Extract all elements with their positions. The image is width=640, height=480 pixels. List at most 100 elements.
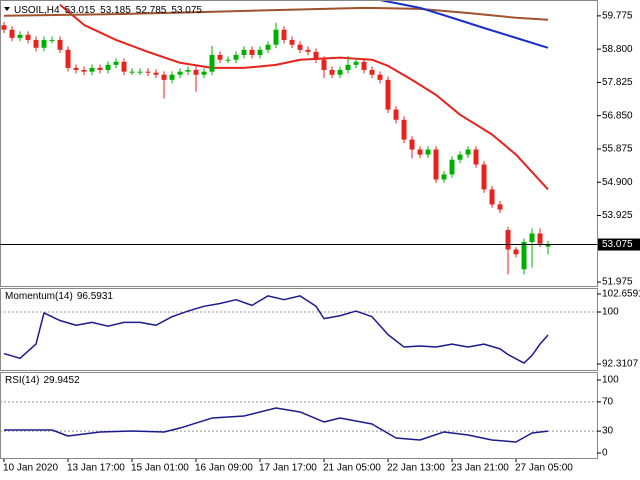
candle-body bbox=[457, 154, 463, 160]
candle-body bbox=[233, 54, 239, 60]
candle-body bbox=[209, 54, 215, 72]
candle-body bbox=[177, 71, 183, 75]
indicator-line bbox=[59, 4, 549, 191]
y-tick-label: 51.975 bbox=[602, 277, 633, 288]
candle-body bbox=[441, 174, 447, 180]
candle-body bbox=[385, 79, 391, 110]
candle-body bbox=[329, 69, 335, 75]
header-close: 53.075 bbox=[171, 5, 202, 16]
candle-body bbox=[49, 39, 55, 41]
candle-body bbox=[25, 34, 31, 40]
header-low: 52.785 bbox=[136, 5, 167, 16]
candle-body bbox=[241, 49, 247, 55]
candle-body bbox=[57, 39, 63, 50]
candle-body bbox=[513, 249, 519, 255]
candle-body bbox=[393, 109, 399, 120]
y-tick-label: 57.825 bbox=[602, 77, 633, 88]
candle-body bbox=[465, 149, 471, 155]
candle-body bbox=[145, 71, 151, 73]
candle-body bbox=[97, 67, 103, 70]
candle-body bbox=[377, 74, 383, 80]
candle-body bbox=[73, 67, 79, 70]
candle-body bbox=[529, 233, 535, 242]
indicator-name: RSI(14) bbox=[5, 375, 39, 386]
y-tick-label: 30 bbox=[602, 426, 614, 437]
y-tick-label: 70 bbox=[602, 397, 614, 408]
y-tick-label: 92.3107 bbox=[602, 359, 639, 370]
candle-body bbox=[249, 49, 255, 55]
indicator-label: RSI(14) 29.9452 bbox=[5, 375, 80, 386]
candle-body bbox=[353, 61, 359, 65]
panel-frame bbox=[0, 0, 598, 287]
y-tick-label: 0 bbox=[602, 448, 608, 459]
candle-body bbox=[305, 49, 311, 52]
header-open: 53.015 bbox=[65, 5, 96, 16]
panel-frame bbox=[0, 288, 598, 371]
candle-body bbox=[105, 64, 111, 70]
candle-body bbox=[337, 69, 343, 75]
candle-body bbox=[217, 54, 223, 60]
candle-body bbox=[321, 59, 327, 70]
x-tick-label: 10 Jan 2020 bbox=[3, 463, 58, 474]
candle-body bbox=[521, 241, 527, 270]
candle-body bbox=[89, 67, 95, 72]
indicator-line bbox=[4, 407, 549, 443]
candle-body bbox=[281, 29, 287, 40]
candle-body bbox=[409, 139, 415, 150]
y-tick-label: 55.875 bbox=[602, 144, 633, 155]
candle-body bbox=[289, 39, 295, 45]
indicator-line bbox=[3, 6, 549, 21]
x-tick-label: 21 Jan 05:00 bbox=[323, 463, 381, 474]
candle-body bbox=[201, 71, 207, 75]
candle-body bbox=[417, 149, 423, 155]
plot bbox=[1, 1, 551, 275]
indicator-label: Momentum(14) 96.5931 bbox=[5, 291, 113, 302]
y-tick-label: 53.925 bbox=[602, 210, 633, 221]
candle-body bbox=[361, 61, 367, 70]
header-high: 53.185 bbox=[100, 5, 131, 16]
candle-body bbox=[313, 51, 319, 60]
candle-body bbox=[273, 29, 279, 45]
candle-body bbox=[193, 69, 199, 75]
candle-body bbox=[473, 149, 479, 165]
x-tick-label: 22 Jan 13:00 bbox=[387, 463, 445, 474]
candle-body bbox=[297, 44, 303, 50]
panel-frame bbox=[0, 372, 598, 459]
candle-body bbox=[433, 149, 439, 180]
candle-body bbox=[153, 72, 159, 75]
candle-body bbox=[401, 119, 407, 140]
indicator-line bbox=[379, 1, 549, 49]
indicator-line bbox=[3, 295, 549, 364]
candle-body bbox=[265, 44, 271, 50]
candle-body bbox=[257, 49, 263, 55]
candle-body bbox=[489, 189, 495, 205]
y-tick-label: 102.6591 bbox=[602, 289, 640, 300]
candle-body bbox=[169, 74, 175, 80]
candle-body bbox=[65, 49, 71, 68]
chart-header: USOIL,H4 53.015 53.185 52.785 53.075 bbox=[14, 5, 202, 16]
candle-body bbox=[9, 29, 15, 38]
indicator-value: 96.5931 bbox=[77, 291, 114, 302]
candle-body bbox=[41, 39, 47, 48]
candle-body bbox=[425, 149, 431, 155]
candle-body bbox=[121, 61, 127, 72]
x-tick-label: 23 Jan 21:00 bbox=[451, 463, 509, 474]
x-tick-label: 13 Jan 17:00 bbox=[67, 463, 125, 474]
candle-body bbox=[17, 34, 23, 38]
candle-body bbox=[505, 230, 511, 250]
y-tick-label: 56.850 bbox=[602, 110, 633, 121]
candle-body bbox=[449, 159, 455, 175]
current-price-label: 53.075 bbox=[602, 239, 633, 250]
x-tick-label: 16 Jan 09:00 bbox=[195, 463, 253, 474]
x-tick-label: 27 Jan 05:00 bbox=[515, 463, 573, 474]
y-tick-label: 100 bbox=[602, 375, 619, 386]
y-tick-label: 58.800 bbox=[602, 44, 633, 55]
header-title: USOIL,H4 bbox=[14, 5, 60, 16]
candle-body bbox=[161, 74, 167, 80]
x-tick-label: 15 Jan 01:00 bbox=[131, 463, 189, 474]
symbol-arrow bbox=[4, 7, 10, 11]
candle-body bbox=[345, 64, 351, 70]
current-price-box bbox=[598, 238, 640, 251]
